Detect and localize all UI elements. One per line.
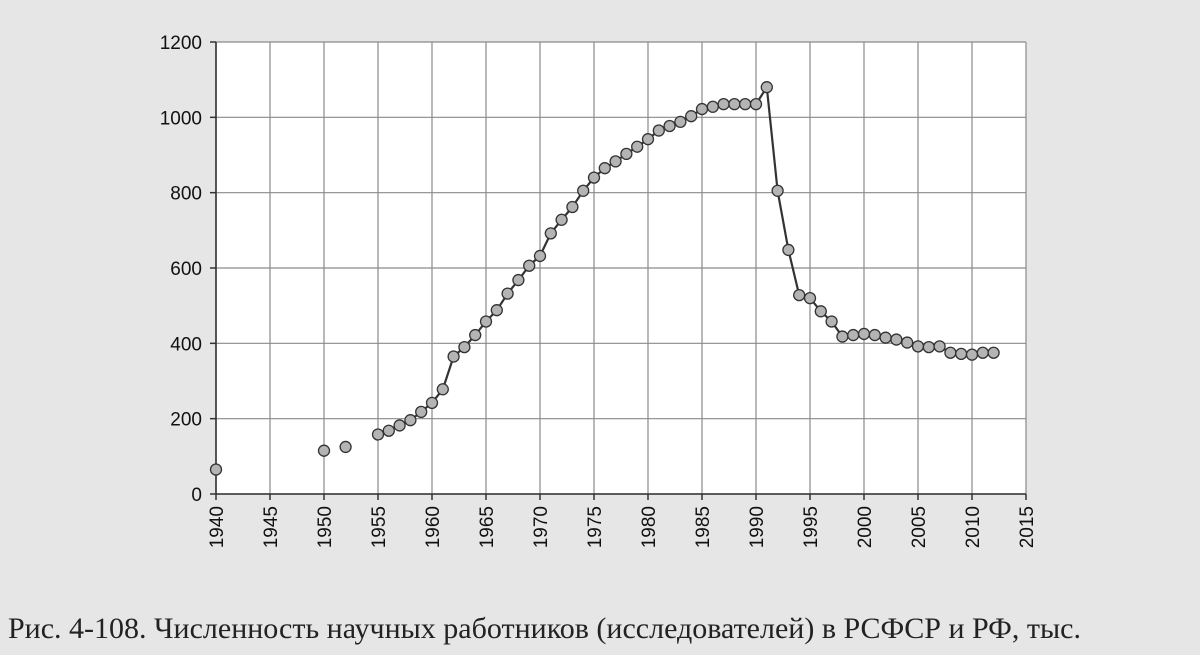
x-tick-label: 1960 — [423, 506, 444, 548]
data-point — [739, 98, 752, 111]
data-point — [382, 424, 395, 437]
data-point — [533, 249, 547, 263]
data-point — [598, 162, 611, 175]
y-tick-labels: 0 200 400 600 800 1000 1200 — [160, 33, 202, 506]
figure-caption: Рис. 4-108. Численность научных работник… — [8, 612, 1081, 645]
data-point — [803, 291, 817, 305]
x-tick-label: 2005 — [909, 506, 930, 548]
data-point — [868, 328, 881, 342]
data-point — [544, 227, 557, 240]
x-tick-label: 2010 — [963, 506, 984, 548]
y-tick-label: 1200 — [160, 33, 202, 54]
x-tick-label: 1955 — [369, 506, 390, 548]
data-point — [955, 347, 968, 361]
data-point — [555, 213, 568, 226]
data-point — [944, 346, 957, 359]
y-tick-label: 200 — [170, 410, 202, 431]
data-point — [620, 147, 633, 161]
x-tick-label: 1985 — [693, 506, 714, 548]
data-point — [965, 348, 979, 361]
horizontal-gridlines — [216, 41, 1026, 495]
data-point — [458, 340, 471, 354]
data-point — [749, 98, 763, 111]
x-tick-label: 1945 — [261, 506, 282, 548]
data-point — [404, 414, 417, 427]
data-point — [631, 140, 644, 153]
data-point — [793, 288, 806, 302]
data-point — [879, 331, 892, 344]
data-point — [512, 273, 525, 287]
data-point — [425, 396, 439, 409]
x-tick-label: 1975 — [585, 506, 606, 548]
data-point — [371, 428, 385, 441]
data-point — [641, 133, 655, 146]
data-point — [469, 328, 482, 342]
x-tick-label: 1940 — [207, 506, 228, 548]
data-point — [825, 315, 838, 328]
y-tick-label: 600 — [170, 259, 202, 280]
data-point — [685, 110, 698, 123]
data-points — [209, 81, 1000, 476]
x-tick-label: 1950 — [315, 506, 336, 548]
data-point — [501, 287, 514, 300]
data-point — [209, 463, 223, 476]
y-tick-label: 800 — [170, 184, 202, 205]
data-point — [663, 119, 676, 133]
data-point — [415, 405, 428, 419]
data-point — [577, 184, 590, 197]
data-point — [393, 419, 406, 432]
data-point — [436, 383, 449, 396]
x-tick-labels: 1940 1945 1950 1955 1960 1965 1970 1975 1980 1985… — [207, 506, 1038, 548]
data-point — [890, 333, 903, 346]
axes — [210, 41, 1027, 500]
data-point — [760, 81, 773, 94]
data-point — [771, 184, 784, 197]
data-point — [490, 304, 503, 317]
y-tick-label: 0 — [191, 485, 202, 506]
data-point — [922, 340, 935, 354]
x-tick-label: 2000 — [855, 506, 876, 548]
data-point — [728, 98, 741, 111]
data-point — [652, 124, 665, 137]
data-point — [674, 115, 687, 129]
x-tick-label: 1970 — [531, 506, 552, 548]
data-point — [447, 350, 460, 363]
data-point — [836, 330, 849, 343]
y-tick-label: 1000 — [160, 108, 202, 129]
data-point — [695, 102, 709, 116]
data-point — [901, 336, 914, 349]
data-point — [847, 328, 860, 342]
data-point — [523, 259, 536, 272]
data-point — [987, 346, 1000, 359]
data-point — [609, 155, 622, 168]
x-tick-label: 2015 — [1017, 506, 1038, 548]
y-tick-label: 400 — [170, 334, 202, 355]
x-tick-label: 1965 — [477, 506, 498, 548]
x-tick-label: 1990 — [747, 506, 768, 548]
data-point — [479, 315, 493, 328]
data-point — [933, 340, 946, 353]
data-point — [976, 346, 989, 359]
data-point — [782, 243, 795, 257]
data-point — [717, 98, 730, 111]
data-point — [857, 327, 871, 341]
x-tick-label: 1995 — [801, 506, 822, 548]
data-point — [339, 440, 352, 454]
data-point — [706, 100, 719, 113]
data-point — [814, 305, 827, 318]
data-point — [911, 340, 925, 353]
x-tick-label: 1980 — [639, 506, 660, 548]
data-point — [587, 171, 601, 184]
data-point — [317, 444, 331, 457]
data-point — [566, 200, 579, 214]
